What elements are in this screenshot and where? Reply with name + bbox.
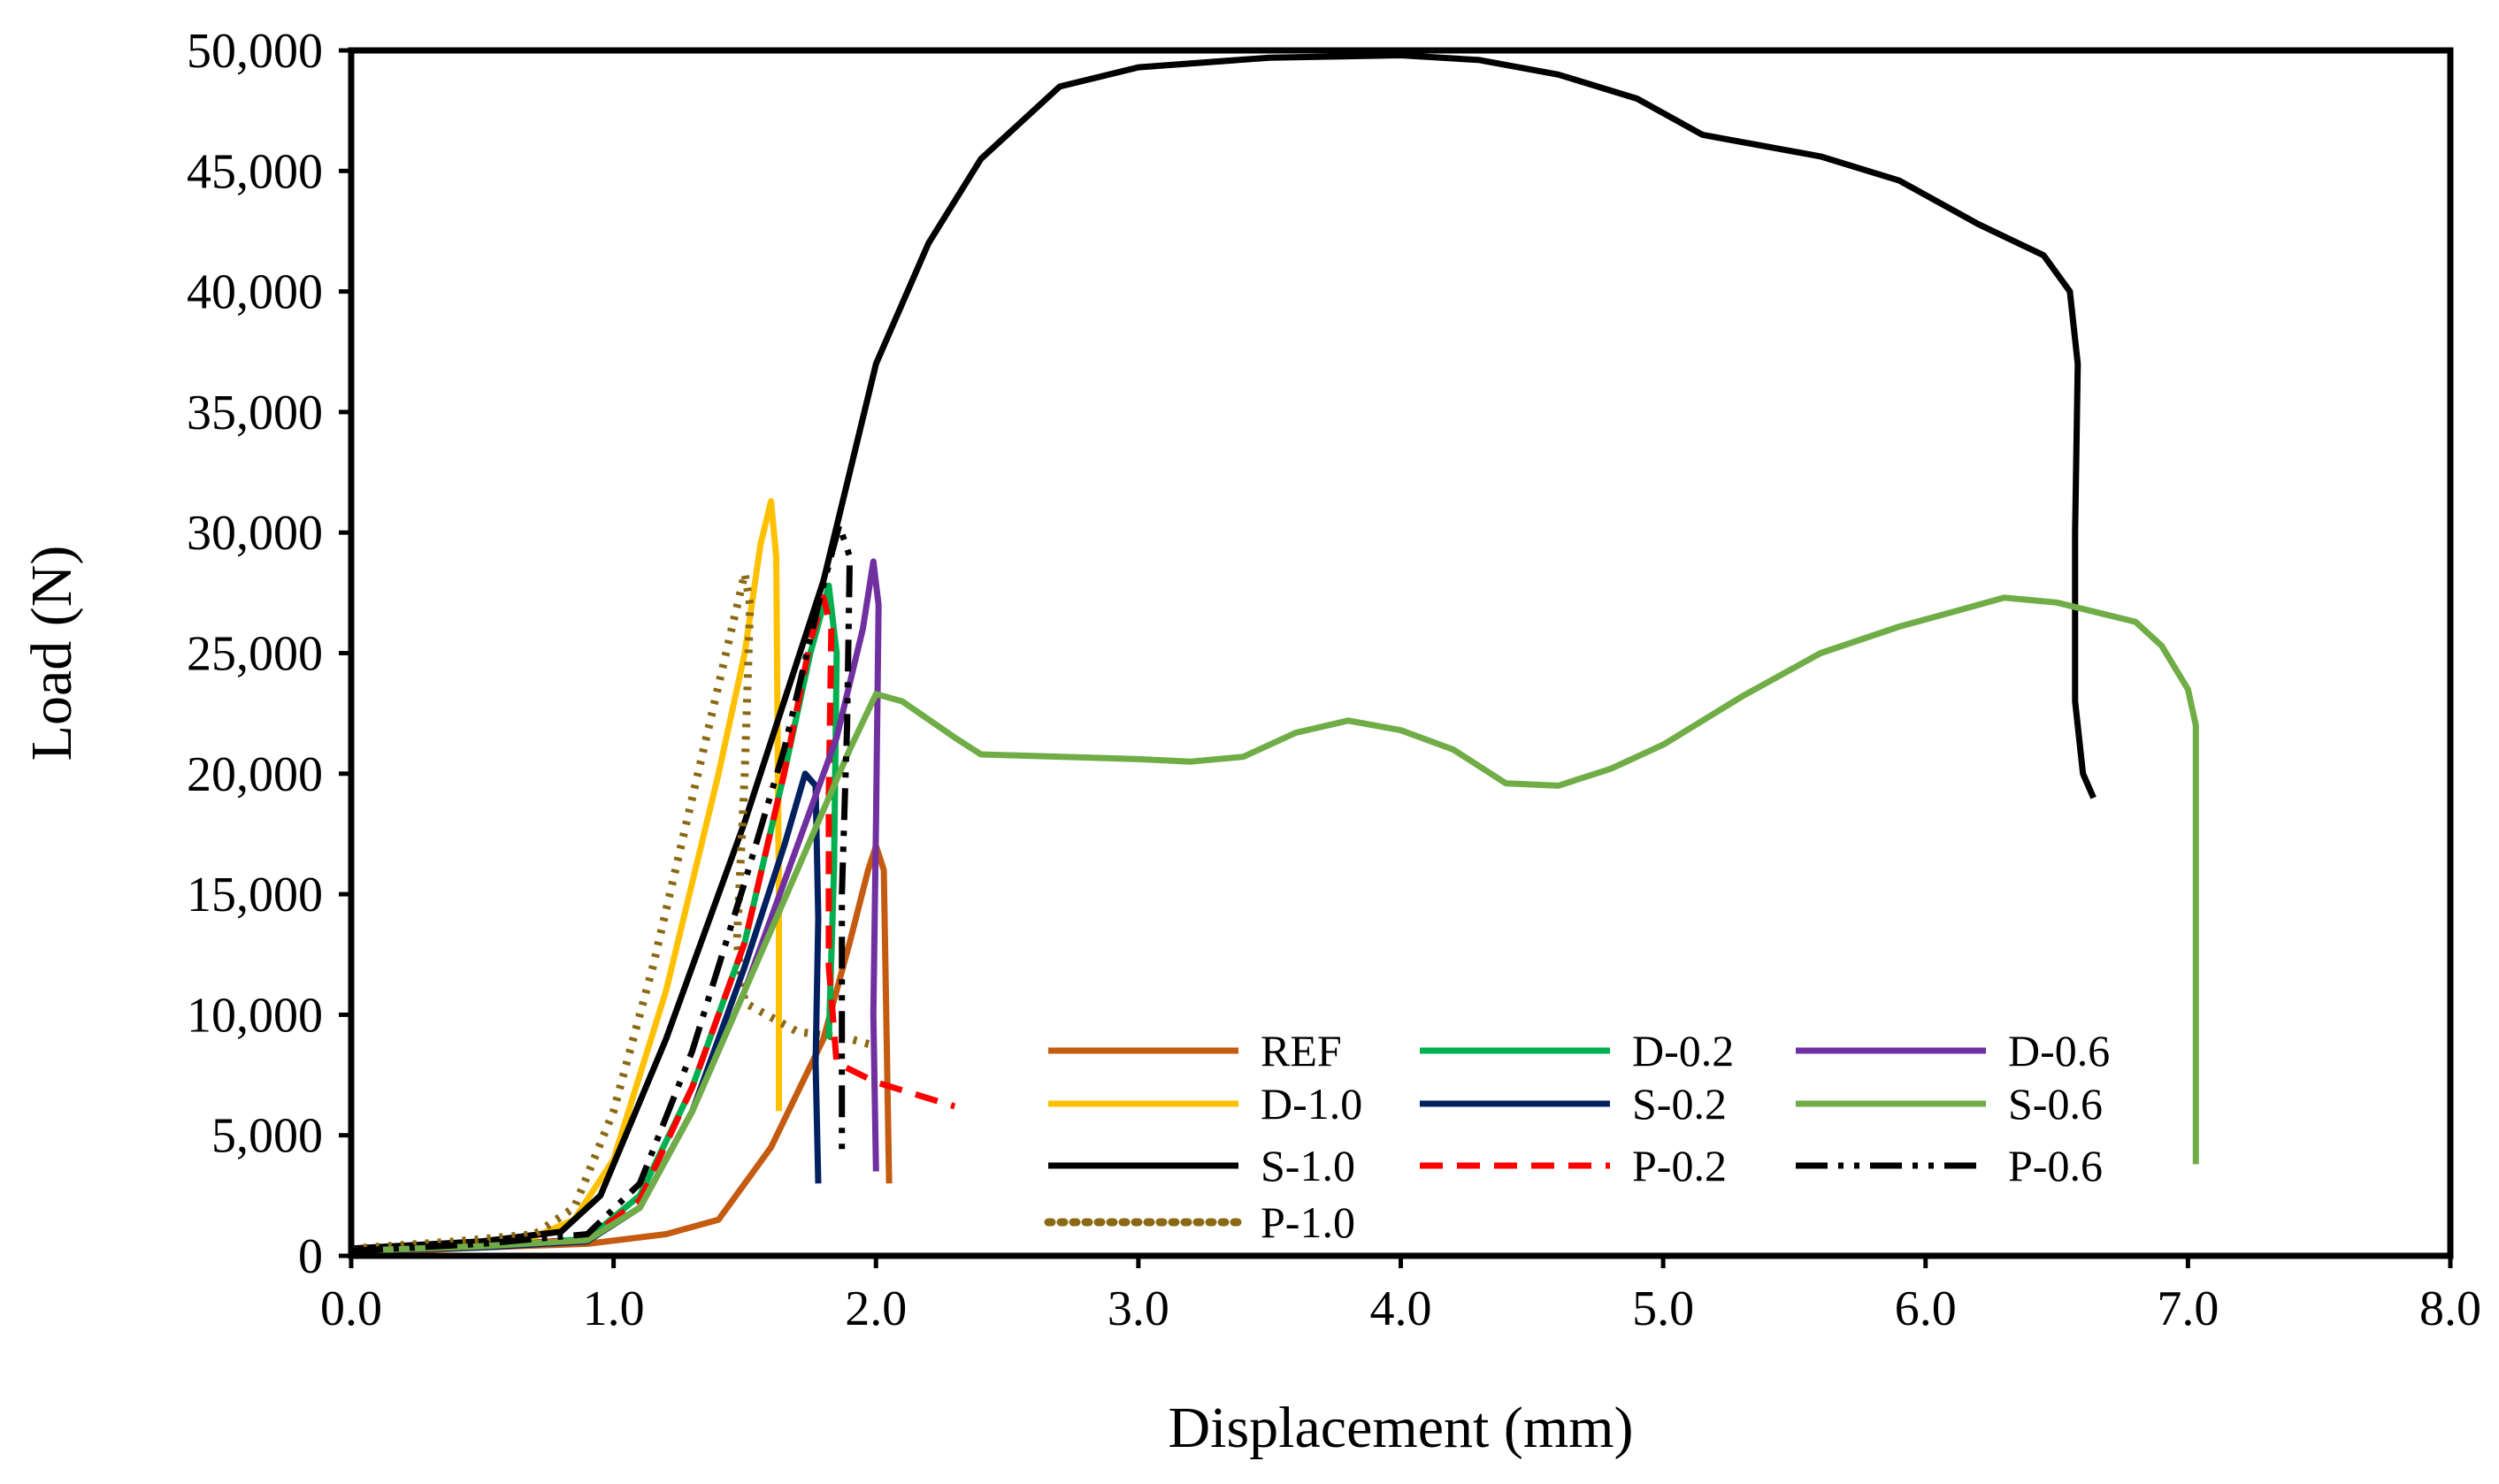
x-tick-label: 1.0 (583, 1281, 645, 1336)
legend-label-ref: REF (1261, 1026, 1342, 1075)
legend-item-p-1-0: P-1.0 (1044, 1197, 1355, 1247)
series-line-s-1-0 (350, 52, 2097, 1252)
legend-item-s-0-2: S-0.2 (1420, 1079, 1727, 1128)
legend-item-p-0-6: P-0.6 (1796, 1141, 2103, 1190)
x-tick-label: 3.0 (1108, 1281, 1169, 1336)
legend: REF D-0.2 D-0.6 D-1.0 S-0.2 S-0.6 S-1.0 P-0.2 P-… (1044, 1026, 2110, 1247)
legend-label-d-0-2: D-0.2 (1632, 1026, 1734, 1075)
legend-item-s-1-0: S-1.0 (1048, 1141, 1355, 1190)
legend-label-s-1-0: S-1.0 (1261, 1141, 1355, 1190)
y-tick-label: 5,000 (211, 1109, 323, 1164)
legend-label-p-0-6: P-0.6 (2008, 1141, 2103, 1190)
y-tick-label: 10,000 (187, 988, 323, 1043)
series-line-s-0-6 (350, 594, 2199, 1254)
x-axis-title: Displacement (mm) (1168, 1396, 1633, 1460)
y-tick-label: 35,000 (187, 386, 323, 440)
x-tick-label: 5.0 (1632, 1281, 1694, 1336)
axis-ticks (339, 48, 2453, 1268)
x-tick-label: 6.0 (1895, 1281, 1957, 1336)
y-tick-label: 15,000 (187, 868, 323, 922)
x-tick-label: 4.0 (1370, 1281, 1432, 1336)
x-tick-label: 2.0 (845, 1281, 907, 1336)
legend-label-d-0-6: D-0.6 (2008, 1026, 2110, 1075)
series-line-p-0-6 (350, 522, 854, 1254)
legend-item-d-1-0: D-1.0 (1048, 1079, 1362, 1128)
y-tick-label: 40,000 (187, 265, 323, 320)
legend-label-s-0-6: S-0.6 (2008, 1079, 2103, 1128)
legend-label-p-0-2: P-0.2 (1632, 1141, 1727, 1190)
legend-item-ref: REF (1048, 1026, 1342, 1075)
y-tick-label: 0 (298, 1229, 323, 1284)
legend-label-d-1-0: D-1.0 (1261, 1079, 1362, 1128)
x-tick-label: 0.0 (320, 1281, 382, 1336)
x-tick-label: 7.0 (2157, 1281, 2219, 1336)
series-line-p-1-0 (350, 570, 878, 1253)
x-tick-label: 8.0 (2419, 1281, 2481, 1336)
y-tick-label: 50,000 (187, 24, 323, 79)
y-axis-title: Load (N) (19, 546, 84, 761)
y-tick-label: 25,000 (187, 627, 323, 682)
legend-item-s-0-6: S-0.6 (1796, 1079, 2103, 1128)
legend-label-s-0-2: S-0.2 (1632, 1079, 1727, 1128)
legend-label-p-1-0: P-1.0 (1261, 1197, 1355, 1247)
legend-item-d-0-2: D-0.2 (1420, 1026, 1734, 1075)
y-tick-label: 20,000 (187, 747, 323, 802)
legend-item-d-0-6: D-0.6 (1796, 1026, 2110, 1075)
axis-tick-labels: 0.0 1.0 2.0 3.0 4.0 5.0 6.0 7.0 8.0 0 5,000 10,000 1… (187, 24, 2481, 1336)
legend-item-p-0-2: P-0.2 (1420, 1141, 1727, 1190)
series-layer (350, 52, 2199, 1257)
y-tick-label: 30,000 (187, 506, 323, 561)
y-tick-label: 45,000 (187, 144, 323, 199)
